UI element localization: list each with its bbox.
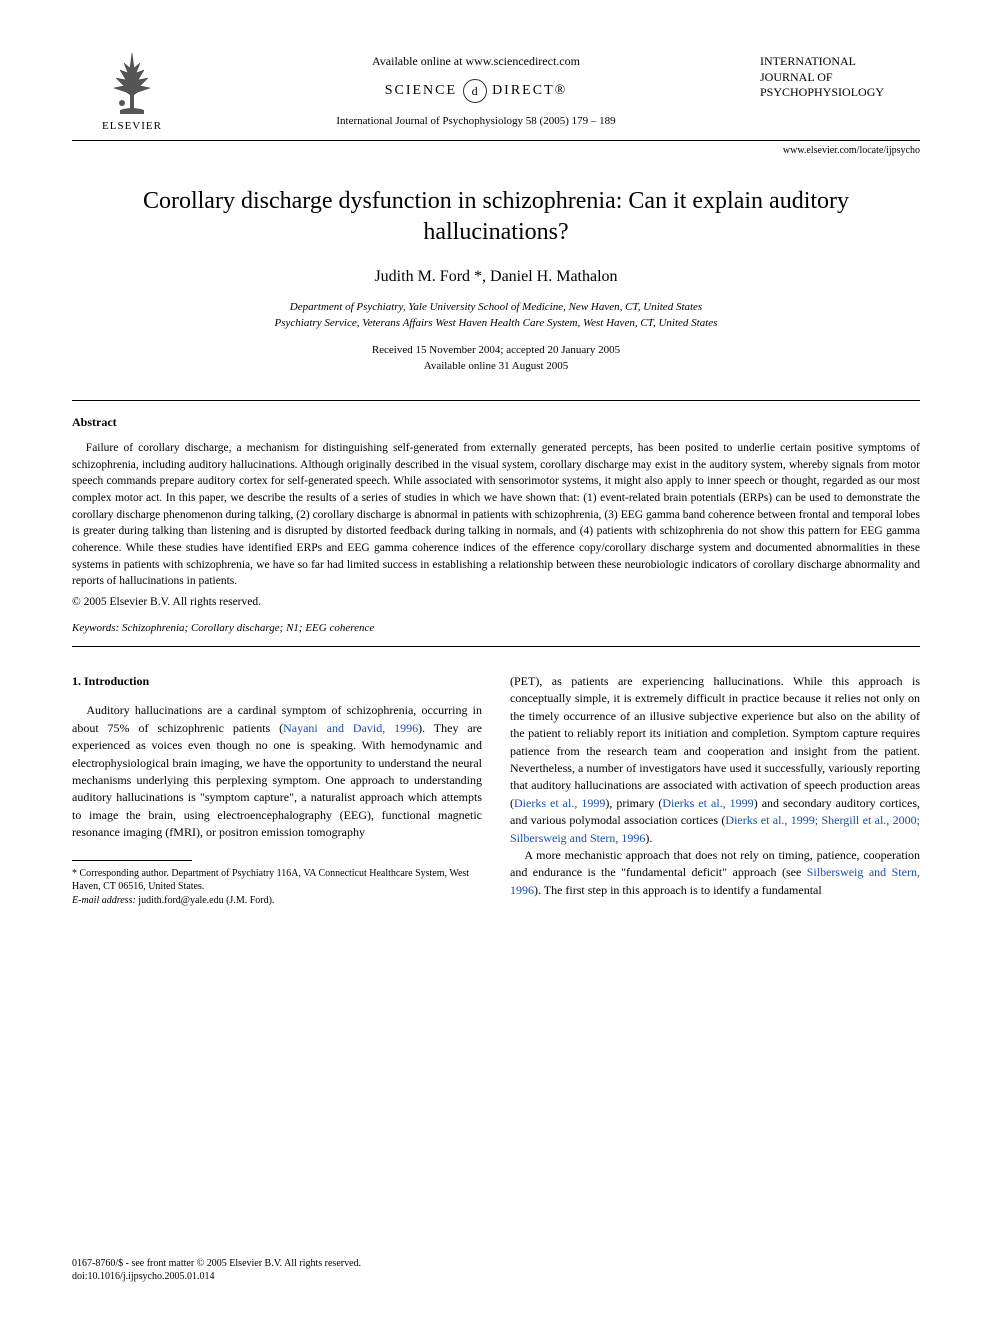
- affiliation-line-2: Psychiatry Service, Veterans Affairs Wes…: [275, 317, 718, 329]
- p1c-text-a: (PET), as patients are experiencing hall…: [510, 674, 920, 810]
- body-columns: 1. Introduction Auditory hallucinations …: [72, 673, 920, 907]
- abstract-rule-top: [72, 400, 920, 401]
- article-title: Corollary discharge dysfunction in schiz…: [72, 186, 920, 248]
- header-center: Available online at www.sciencedirect.co…: [192, 48, 760, 127]
- affiliations: Department of Psychiatry, Yale Universit…: [72, 300, 920, 331]
- journal-name-l1: INTERNATIONAL: [760, 54, 856, 68]
- journal-citation: International Journal of Psychophysiolog…: [192, 115, 760, 127]
- sciencedirect-logo: SCIENCE d DIRECT®: [192, 79, 760, 103]
- sd-left: SCIENCE: [385, 83, 457, 98]
- elsevier-logo: ELSEVIER: [72, 48, 192, 132]
- column-right: (PET), as patients are experiencing hall…: [510, 673, 920, 907]
- abstract-text: Failure of corollary discharge, a mechan…: [72, 440, 920, 590]
- publisher-logo-block: ELSEVIER: [72, 48, 192, 132]
- email-footnote: E-mail address: judith.ford@yale.edu (J.…: [72, 894, 482, 908]
- keywords-label: Keywords:: [72, 622, 119, 634]
- affiliation-line-1: Department of Psychiatry, Yale Universit…: [290, 301, 702, 313]
- email-label: E-mail address:: [72, 895, 136, 906]
- journal-name-l2: JOURNAL OF: [760, 70, 833, 84]
- journal-name: INTERNATIONAL JOURNAL OF PSYCHOPHYSIOLOG…: [760, 54, 920, 101]
- citation-nayani[interactable]: Nayani and David, 1996: [283, 721, 418, 735]
- keywords: Keywords: Schizophrenia; Corollary disch…: [72, 622, 920, 634]
- p1c-text-d: ).: [645, 831, 652, 845]
- page-header: ELSEVIER Available online at www.science…: [72, 48, 920, 132]
- p1-text-b: ). They are experienced as voices even t…: [72, 721, 482, 839]
- article-dates: Received 15 November 2004; accepted 20 J…: [72, 343, 920, 374]
- abstract-copyright: © 2005 Elsevier B.V. All rights reserved…: [72, 596, 920, 608]
- journal-url: www.elsevier.com/locate/ijpsycho: [72, 145, 920, 156]
- footer-meta: 0167-8760/$ - see front matter © 2005 El…: [72, 1257, 361, 1283]
- intro-paragraph-2: A more mechanistic approach that does no…: [510, 847, 920, 899]
- citation-dierks-1[interactable]: Dierks et al., 1999: [514, 796, 605, 810]
- header-rule: [72, 140, 920, 141]
- abstract-heading: Abstract: [72, 415, 920, 430]
- elsevier-tree-icon: [102, 48, 162, 118]
- authors: Judith M. Ford *, Daniel H. Mathalon: [72, 268, 920, 286]
- journal-name-l3: PSYCHOPHYSIOLOGY: [760, 85, 884, 99]
- elsevier-label: ELSEVIER: [102, 120, 162, 132]
- corresponding-author-footnote: * Corresponding author. Department of Ps…: [72, 867, 482, 894]
- citation-dierks-2[interactable]: Dierks et al., 1999: [662, 796, 753, 810]
- intro-paragraph-1: Auditory hallucinations are a cardinal s…: [72, 702, 482, 841]
- footnote-corr-text: * Corresponding author. Department of Ps…: [72, 868, 469, 893]
- dates-line-1: Received 15 November 2004; accepted 20 J…: [372, 344, 620, 356]
- sd-right: DIRECT®: [492, 83, 567, 98]
- abstract-rule-bottom: [72, 646, 920, 647]
- column-left: 1. Introduction Auditory hallucinations …: [72, 673, 482, 907]
- p2-text-b: ). The first step in this approach is to…: [534, 883, 822, 897]
- available-online-text: Available online at www.sciencedirect.co…: [192, 54, 760, 69]
- footnote-rule: [72, 860, 192, 861]
- dates-line-2: Available online 31 August 2005: [424, 360, 569, 372]
- intro-paragraph-1-cont: (PET), as patients are experiencing hall…: [510, 673, 920, 847]
- p1c-text-b: ), primary (: [605, 796, 662, 810]
- journal-name-block: INTERNATIONAL JOURNAL OF PSYCHOPHYSIOLOG…: [760, 48, 920, 105]
- email-address: judith.ford@yale.edu (J.M. Ford).: [136, 895, 275, 906]
- footer-issn: 0167-8760/$ - see front matter © 2005 El…: [72, 1258, 361, 1269]
- sd-at-icon: d: [463, 79, 487, 103]
- footer-doi: doi:10.1016/j.ijpsycho.2005.01.014: [72, 1271, 215, 1282]
- keywords-list: Schizophrenia; Corollary discharge; N1; …: [119, 622, 374, 634]
- section-heading-intro: 1. Introduction: [72, 673, 482, 690]
